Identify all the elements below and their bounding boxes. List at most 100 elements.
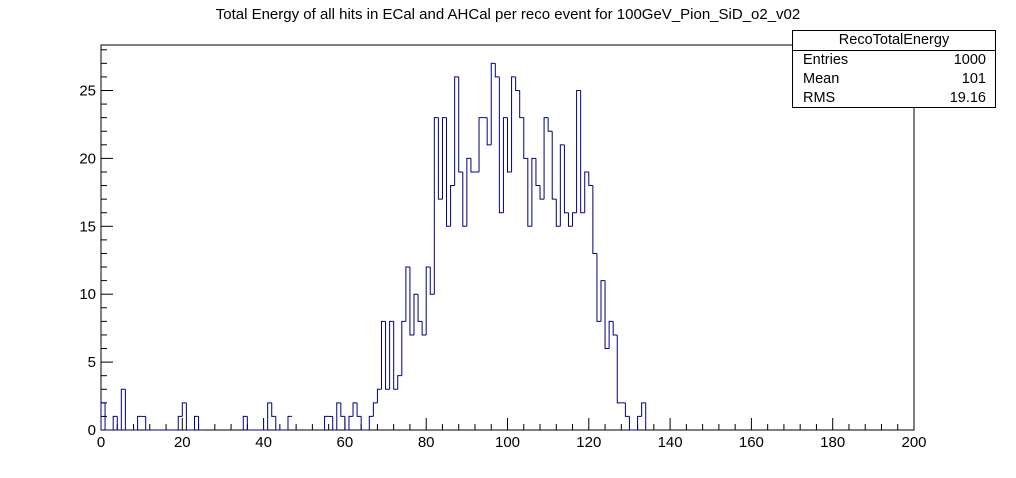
histogram-bin [502, 117, 508, 213]
histogram-bin [198, 416, 203, 431]
histogram-bin [600, 280, 606, 322]
histogram-bin [572, 212, 577, 227]
histogram-bin [507, 117, 512, 173]
histogram-bin [344, 416, 349, 431]
histogram-bin [559, 144, 565, 227]
histogram-bin [441, 117, 447, 200]
histogram-bin [413, 293, 419, 335]
histogram-bin [389, 320, 394, 390]
histogram-bin [588, 171, 593, 187]
histogram-bin [421, 321, 427, 336]
histogram-bin [637, 415, 642, 430]
histogram-bin [551, 131, 557, 200]
x-tick-label: 200 [901, 434, 926, 451]
histogram-bin [592, 185, 597, 254]
histogram-bin [324, 415, 329, 430]
histogram-bin [417, 294, 423, 322]
histogram-bin [547, 117, 553, 132]
y-tick-label: 10 [79, 286, 96, 303]
histogram-bin [275, 416, 280, 431]
stats-row-entries: Entries 1000 [793, 51, 995, 70]
histogram-bin [624, 402, 630, 417]
y-tick-label: 5 [88, 354, 96, 371]
x-tick-label: 0 [97, 434, 105, 451]
histogram-bin [641, 402, 646, 417]
histogram-bin [429, 267, 435, 295]
histogram-bin [539, 185, 545, 200]
histogram-bin [584, 171, 589, 213]
histogram-bin [612, 321, 618, 336]
histogram-bin [287, 415, 293, 430]
histogram-bin [372, 402, 378, 417]
x-tick-label: 180 [820, 434, 845, 451]
histogram-bin [511, 76, 516, 172]
x-tick-label: 100 [495, 434, 520, 451]
histogram-bin [145, 416, 150, 431]
stats-box-title: RecoTotalEnergy [793, 31, 995, 51]
histogram-bin [368, 415, 374, 430]
histogram-bin [470, 158, 475, 173]
histogram-bin [401, 320, 406, 376]
histogram-bin [454, 76, 459, 186]
stats-label-mean: Mean [803, 71, 840, 87]
histogram-bin [490, 62, 496, 145]
histogram-bin [437, 117, 443, 200]
stats-box: RecoTotalEnergy Entries 1000 Mean 101 RM… [792, 30, 996, 108]
chart-title: Total Energy of all hits in ECal and AHC… [215, 6, 801, 23]
y-tick-label: 20 [79, 150, 96, 167]
histogram-bin [596, 253, 601, 322]
histogram-bin [100, 402, 106, 430]
x-tick-label: 80 [418, 434, 435, 451]
stats-value-entries: 1000 [953, 52, 986, 68]
histogram-bin [246, 416, 252, 431]
histogram-bin [527, 158, 532, 227]
histogram-bin [356, 402, 362, 417]
histogram-bin [120, 388, 126, 430]
histogram-bin [348, 415, 354, 430]
histogram-bin [340, 402, 345, 417]
histogram-bin [380, 320, 386, 390]
x-tick-label: 60 [337, 434, 354, 451]
histogram-bin [433, 117, 439, 295]
histogram-bin [458, 76, 463, 173]
histogram-bin [608, 320, 614, 349]
y-tick-label: 0 [88, 422, 96, 439]
histogram-bin [555, 199, 561, 227]
y-tick-label: 25 [79, 82, 96, 99]
histogram-bin [567, 212, 573, 227]
histogram-bin [397, 375, 402, 390]
histogram-bin [616, 334, 622, 404]
histogram-bin [515, 76, 520, 91]
x-tick-label: 20 [174, 434, 191, 451]
stats-row-rms: RMS 19.16 [793, 89, 995, 108]
histogram-bin [267, 402, 272, 430]
x-tick-label: 40 [255, 434, 272, 451]
histogram-bin [332, 416, 337, 431]
histogram-bin [466, 157, 471, 227]
histogram-bin [494, 63, 500, 78]
histogram-bin [181, 402, 187, 417]
x-tick-label: 160 [739, 434, 764, 451]
stats-label-rms: RMS [803, 90, 836, 106]
histogram-bin [576, 89, 581, 213]
histogram-bin [604, 280, 610, 350]
x-tick-label: 140 [658, 434, 683, 451]
x-tick-label: 120 [576, 434, 601, 451]
histogram-bin [519, 90, 524, 119]
histogram-bin [360, 416, 366, 431]
histogram-bin [124, 389, 130, 431]
stats-row-mean: Mean 101 [793, 70, 995, 89]
histogram-bin [531, 157, 536, 227]
histogram-bin [535, 158, 541, 187]
histogram-bin [112, 415, 118, 430]
histogram-bin [137, 415, 142, 430]
histogram-bin [242, 415, 248, 430]
histogram-bin [405, 266, 410, 322]
histogram-bin [116, 416, 122, 431]
histogram-bin [104, 402, 110, 431]
histogram-bin [385, 321, 390, 390]
histogram-bin [352, 402, 358, 417]
histogram-bin [628, 416, 634, 431]
histogram-bin [523, 117, 528, 159]
